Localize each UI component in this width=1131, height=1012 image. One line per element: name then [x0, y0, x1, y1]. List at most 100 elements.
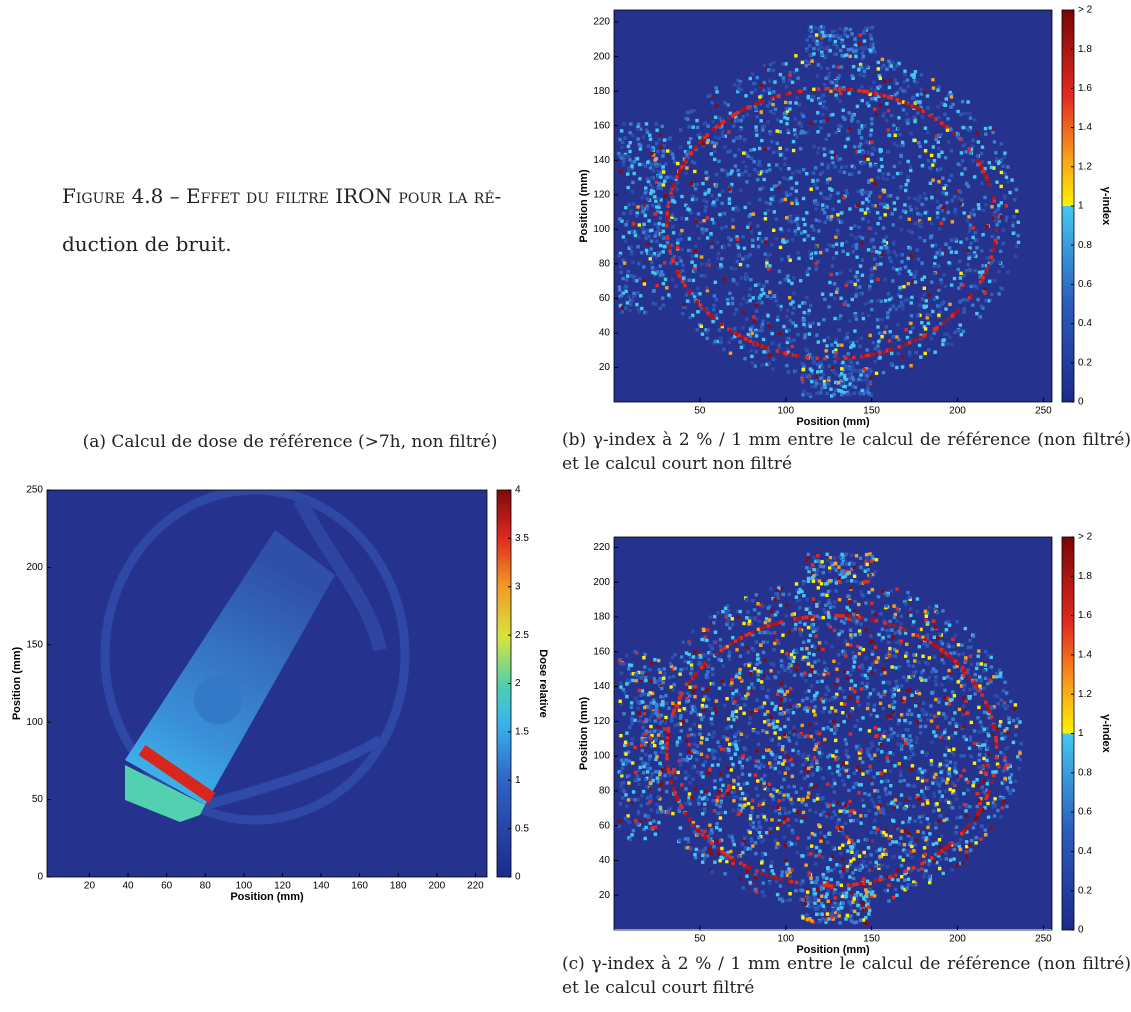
map-pixel [867, 753, 872, 758]
map-pixel [845, 676, 850, 681]
map-pixel [819, 66, 824, 70]
map-pixel [819, 360, 823, 365]
map-pixel [703, 760, 707, 764]
map-pixel [950, 198, 954, 203]
map-pixel [861, 54, 866, 59]
map-pixel [763, 620, 767, 625]
map-pixel [841, 843, 845, 847]
map-pixel [695, 224, 700, 228]
map-pixel [739, 188, 743, 192]
map-pixel [706, 688, 710, 692]
map-pixel [949, 250, 954, 254]
map-pixel [751, 244, 755, 248]
map-pixel [681, 268, 685, 273]
map-pixel [868, 768, 873, 772]
map-pixel [886, 315, 890, 320]
map-pixel [808, 53, 813, 57]
map-pixel [631, 180, 635, 185]
map-pixel [870, 117, 874, 121]
map-pixel [844, 742, 849, 746]
map-pixel [983, 806, 987, 810]
map-pixel [900, 829, 904, 833]
map-pixel [836, 343, 840, 347]
map-pixel [873, 88, 878, 92]
map-pixel [835, 667, 839, 671]
map-pixel [752, 147, 756, 152]
map-pixel [636, 137, 640, 141]
map-pixel [790, 220, 794, 224]
map-pixel [762, 88, 766, 93]
map-pixel [963, 167, 967, 171]
map-pixel [656, 225, 660, 229]
map-pixel [760, 890, 765, 894]
map-pixel [976, 298, 980, 302]
map-pixel [979, 151, 984, 156]
map-pixel [724, 225, 728, 229]
map-pixel [1002, 155, 1007, 159]
map-pixel [698, 726, 702, 730]
map-pixel [705, 133, 709, 137]
map-pixel [870, 662, 874, 667]
map-pixel [717, 123, 721, 127]
map-pixel [964, 111, 968, 116]
map-pixel [831, 800, 836, 805]
map-pixel [928, 181, 933, 185]
map-pixel [817, 322, 821, 326]
map-pixel [849, 233, 854, 237]
map-pixel [793, 117, 798, 121]
map-pixel [932, 331, 936, 335]
map-pixel [702, 708, 706, 712]
map-pixel [901, 858, 905, 862]
map-pixel [975, 804, 979, 809]
map-pixel [770, 614, 774, 618]
map-pixel [768, 631, 773, 635]
map-pixel [940, 302, 944, 306]
map-pixel [980, 145, 985, 149]
map-pixel [801, 301, 805, 305]
map-pixel [746, 225, 750, 229]
map-pixel [654, 164, 659, 168]
map-pixel [1002, 799, 1006, 804]
map-pixel [823, 737, 827, 742]
map-pixel [728, 189, 733, 193]
map-pixel [767, 68, 771, 72]
map-pixel [754, 334, 759, 338]
map-pixel [824, 383, 829, 387]
map-pixel [929, 759, 934, 763]
map-pixel [992, 675, 996, 679]
map-pixel [995, 672, 999, 676]
map-pixel [982, 289, 986, 293]
map-pixel [799, 124, 804, 128]
map-pixel [834, 758, 838, 762]
map-pixel [760, 840, 764, 844]
map-pixel [696, 182, 700, 186]
map-pixel [635, 211, 639, 215]
map-pixel [737, 87, 741, 92]
map-pixel [621, 258, 625, 262]
map-pixel [834, 242, 839, 246]
map-pixel [712, 844, 716, 849]
map-pixel [742, 747, 747, 751]
map-pixel [916, 702, 920, 706]
map-pixel [904, 804, 908, 809]
map-pixel [905, 720, 909, 724]
map-pixel [867, 839, 871, 843]
map-pixel [825, 880, 829, 885]
map-pixel [685, 166, 689, 170]
map-pixel [799, 732, 803, 736]
map-pixel [876, 67, 880, 71]
map-pixel [836, 634, 840, 638]
map-pixel [971, 303, 975, 307]
map-pixel [827, 382, 831, 387]
map-pixel [922, 275, 927, 279]
map-pixel [672, 160, 677, 164]
map-pixel [895, 64, 899, 68]
map-pixel [697, 660, 701, 665]
map-pixel [1001, 769, 1006, 773]
map-pixel [710, 722, 714, 726]
map-pixel [823, 356, 827, 361]
map-pixel [756, 793, 760, 798]
map-pixel [907, 196, 911, 200]
map-pixel [939, 770, 943, 774]
map-pixel [871, 800, 876, 805]
